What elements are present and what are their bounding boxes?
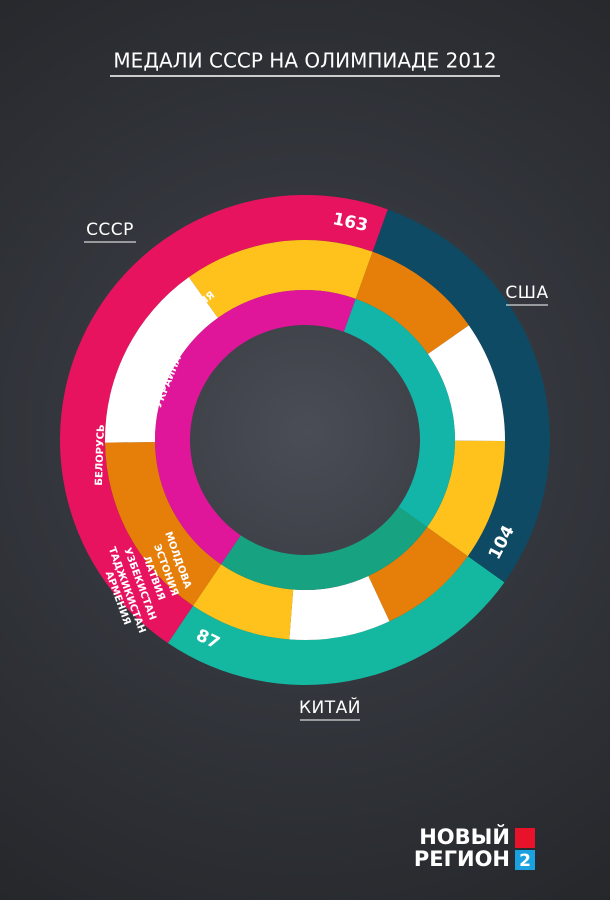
medal-band	[105, 441, 222, 606]
logo-badge-text: 2	[519, 851, 531, 871]
category-label: СССР	[86, 220, 134, 240]
chart-title: МЕДАЛИ СССР НА ОЛИМПИАДЕ 2012	[113, 49, 496, 73]
category-label: КИТАЙ	[299, 696, 361, 718]
medal-band	[355, 251, 469, 354]
logo-text: НОВЫЙ	[419, 824, 510, 849]
medal-band	[427, 440, 505, 557]
logo-text: РЕГИОН	[414, 847, 510, 871]
rings	[60, 195, 550, 685]
inner-ring	[154, 289, 356, 565]
segment	[372, 209, 550, 583]
medal-band	[289, 575, 390, 640]
republic-label: БЕЛОРУСЬ	[94, 424, 107, 486]
segment	[60, 195, 388, 644]
logo-square	[515, 828, 535, 848]
category-label: США	[505, 283, 548, 303]
medal-band	[427, 325, 505, 441]
medal-band	[105, 277, 218, 443]
medal-band	[368, 527, 468, 622]
logo-badge	[515, 850, 535, 870]
medal-band	[188, 240, 373, 318]
segment	[167, 556, 505, 685]
inner-ring	[343, 298, 455, 528]
inner-ring	[221, 506, 428, 591]
medal-band	[193, 564, 294, 640]
